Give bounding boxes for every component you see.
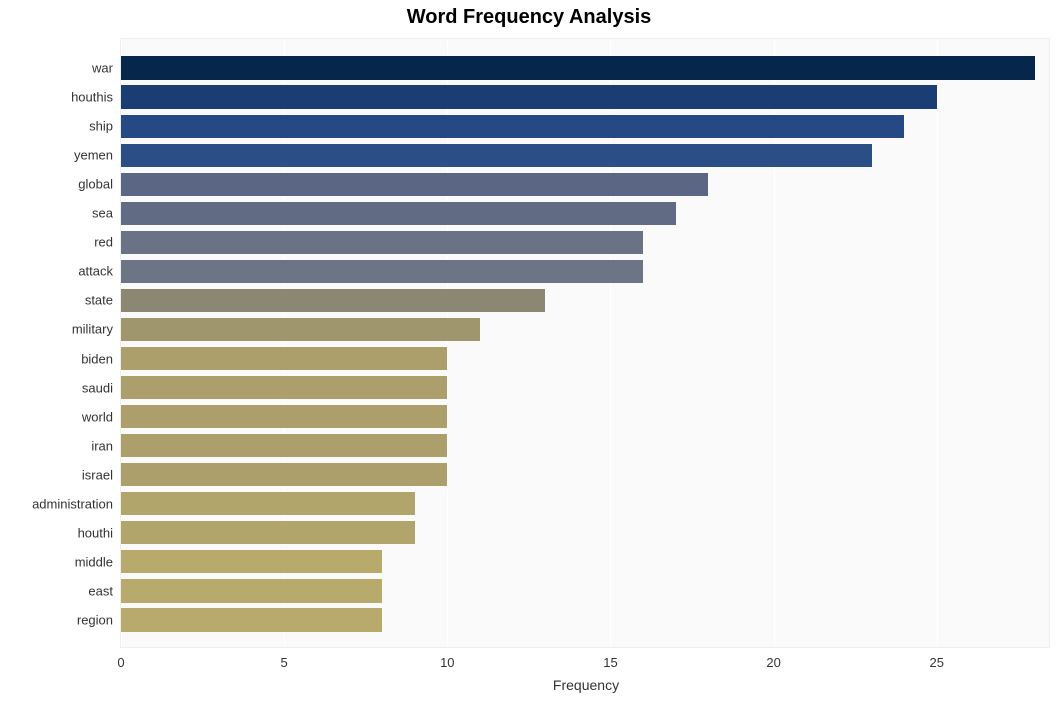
- chart-title: Word Frequency Analysis: [0, 6, 1058, 29]
- y-tick: world: [82, 409, 113, 424]
- x-tick: 10: [440, 655, 454, 670]
- y-tick: region: [77, 612, 113, 627]
- bar: [121, 56, 1035, 79]
- bar: [121, 347, 447, 370]
- bar: [121, 608, 382, 631]
- x-tick: 15: [603, 655, 617, 670]
- bar: [121, 260, 643, 283]
- y-tick: war: [92, 61, 113, 76]
- y-tick: red: [94, 235, 113, 250]
- plot-area: 0510152025Frequencywarhouthisshipyemengl…: [120, 38, 1050, 648]
- y-tick: iran: [91, 438, 113, 453]
- y-tick: administration: [32, 496, 113, 511]
- bar: [121, 405, 447, 428]
- y-tick: state: [85, 293, 113, 308]
- y-tick: biden: [81, 351, 113, 366]
- y-tick: attack: [78, 264, 113, 279]
- y-tick: saudi: [82, 380, 113, 395]
- bar: [121, 492, 415, 515]
- y-tick: middle: [75, 554, 113, 569]
- x-tick: 20: [766, 655, 780, 670]
- bar: [121, 289, 545, 312]
- bar: [121, 318, 480, 341]
- y-tick: houthis: [71, 90, 113, 105]
- y-tick: east: [88, 583, 113, 598]
- bar: [121, 376, 447, 399]
- bar: [121, 550, 382, 573]
- gridline: [937, 39, 938, 647]
- bar: [121, 231, 643, 254]
- bar: [121, 173, 708, 196]
- bar: [121, 521, 415, 544]
- y-tick: ship: [89, 119, 113, 134]
- x-tick: 5: [281, 655, 288, 670]
- y-tick: yemen: [74, 148, 113, 163]
- bar: [121, 202, 676, 225]
- bar: [121, 463, 447, 486]
- x-axis-label: Frequency: [553, 677, 619, 693]
- bar: [121, 144, 872, 167]
- y-tick: military: [72, 322, 113, 337]
- bar: [121, 434, 447, 457]
- x-tick: 0: [117, 655, 124, 670]
- bar: [121, 579, 382, 602]
- bar: [121, 85, 937, 108]
- y-tick: sea: [92, 206, 113, 221]
- y-tick: houthi: [78, 525, 113, 540]
- bar: [121, 115, 904, 138]
- x-tick: 25: [930, 655, 944, 670]
- word-frequency-chart: Word Frequency Analysis 0510152025Freque…: [0, 0, 1058, 701]
- y-tick: global: [78, 177, 113, 192]
- y-tick: israel: [82, 467, 113, 482]
